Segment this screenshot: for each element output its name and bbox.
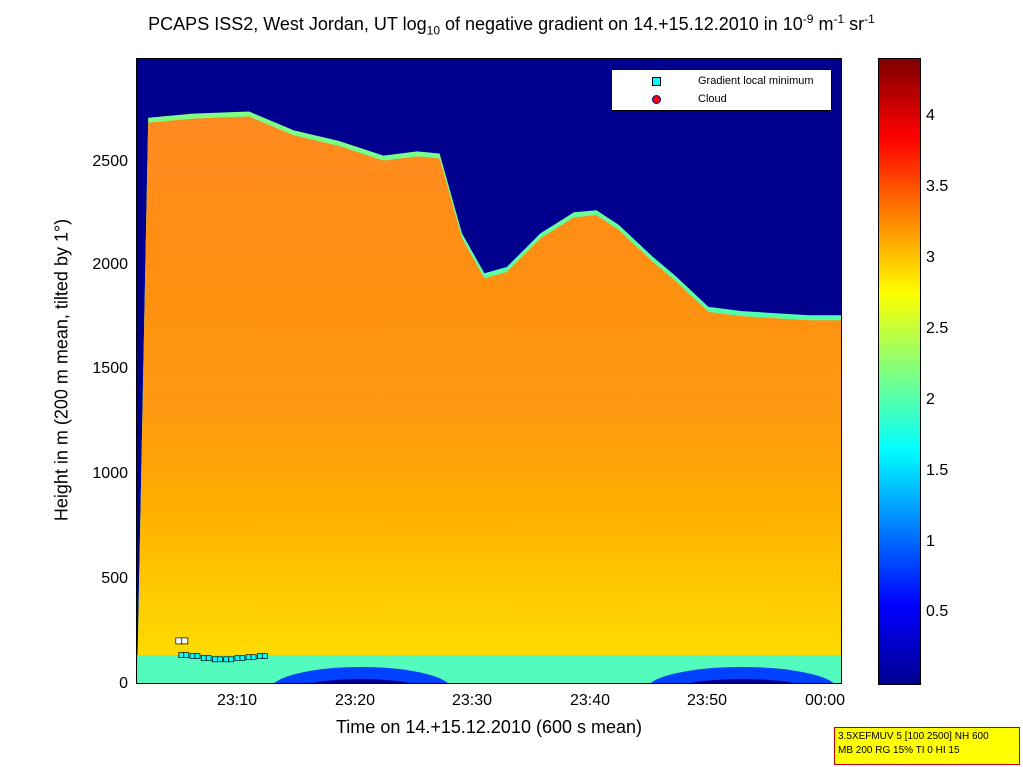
gradient-minimum-marker — [245, 654, 252, 661]
colorbar-tick-label: 1 — [926, 533, 935, 550]
gradient-minimum-marker — [228, 656, 235, 663]
legend-label: Gradient local minimum — [698, 75, 814, 87]
gradient-minimum-marker — [178, 652, 185, 658]
gradient-minimum-marker — [239, 655, 246, 662]
y-axis-label: Height in m (200 m mean, tilted by 1°) — [51, 218, 72, 522]
x-tick-label: 00:00 — [804, 692, 846, 709]
surface-low-core — [689, 679, 795, 683]
gradient-minimum-marker — [234, 655, 241, 662]
legend-label: Cloud — [698, 93, 727, 105]
gradient-minimum-marker — [183, 652, 190, 658]
gradient-minimum-marker — [250, 654, 257, 661]
gradient-minimum-marker — [256, 653, 263, 659]
y-tick-label: 0 — [119, 675, 128, 692]
legend: Gradient local minimum Cloud — [611, 69, 832, 111]
gradient-minimum-marker — [194, 653, 201, 659]
y-tick-label: 1000 — [92, 465, 128, 482]
legend-circle-icon — [652, 95, 661, 104]
colorbar-tick-label: 0.5 — [926, 603, 949, 620]
y-tick-label: 500 — [101, 570, 128, 587]
settings-info-box: 3.5XEFMUV 5 [100 2500] NH 600 MB 200 RG … — [834, 727, 1020, 765]
chart-title: PCAPS ISS2, West Jordan, UT log10 of neg… — [148, 12, 875, 38]
colorbar-tick-label: 1.5 — [926, 462, 949, 479]
gradient-minimum-marker — [181, 637, 189, 645]
gradient-minimum-marker — [205, 655, 212, 662]
colorbar-tick-label: 4 — [926, 107, 935, 124]
colorbar — [878, 58, 921, 685]
x-tick-label: 23:50 — [686, 692, 728, 709]
colorbar-tick-label: 2.5 — [926, 320, 949, 337]
gradient-minimum-marker — [200, 655, 207, 662]
y-tick-label: 2500 — [92, 153, 128, 170]
x-tick-label: 23:20 — [334, 692, 376, 709]
legend-square-icon — [652, 77, 661, 86]
legend-entry-cloud: Cloud — [612, 91, 831, 109]
legend-entry-gradient: Gradient local minimum — [612, 73, 831, 91]
x-tick-label: 23:30 — [451, 692, 493, 709]
info-line: 3.5XEFMUV 5 [100 2500] NH 600 — [838, 731, 989, 742]
gradient-minimum-marker — [189, 653, 196, 659]
gradient-minimum-marker — [223, 656, 230, 663]
colorbar-tick-label: 2 — [926, 391, 935, 408]
surface-low-region — [650, 667, 834, 683]
gradient-minimum-marker — [217, 656, 223, 663]
info-line: MB 200 RG 15% TI 0 HI 15 — [838, 745, 960, 756]
gradient-minimum-marker — [175, 637, 183, 645]
surface-low-core — [312, 679, 411, 683]
surface-low-region — [274, 667, 448, 683]
x-axis-label: Time on 14.+15.12.2010 (600 s mean) — [335, 717, 643, 737]
gradient-minimum-marker — [261, 653, 268, 659]
heatmap-svg — [137, 59, 841, 683]
y-tick-label: 1500 — [92, 360, 128, 377]
colorbar-tick-label: 3 — [926, 249, 935, 266]
boundary-layer — [137, 116, 841, 683]
x-tick-label: 23:10 — [216, 692, 258, 709]
colorbar-tick-label: 3.5 — [926, 178, 949, 195]
gradient-minimum-marker — [212, 656, 218, 663]
plot-area — [136, 58, 842, 684]
y-tick-label: 2000 — [92, 256, 128, 273]
x-tick-label: 23:40 — [569, 692, 611, 709]
